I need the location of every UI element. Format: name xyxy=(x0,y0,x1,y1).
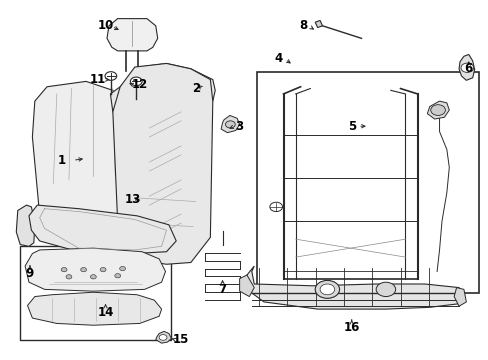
Text: 10: 10 xyxy=(97,19,113,32)
Text: 11: 11 xyxy=(90,73,106,86)
Polygon shape xyxy=(239,275,254,297)
Polygon shape xyxy=(156,331,171,343)
Text: 14: 14 xyxy=(97,306,114,319)
Text: 7: 7 xyxy=(218,283,226,296)
Polygon shape xyxy=(16,205,35,246)
Polygon shape xyxy=(246,266,462,309)
Text: 8: 8 xyxy=(298,19,306,32)
Text: 6: 6 xyxy=(464,62,472,75)
Polygon shape xyxy=(110,63,215,126)
Bar xyxy=(256,72,478,293)
Text: 16: 16 xyxy=(343,320,359,333)
Circle shape xyxy=(375,282,395,297)
Text: 12: 12 xyxy=(131,78,147,91)
Polygon shape xyxy=(107,19,158,51)
Circle shape xyxy=(66,275,72,279)
Text: 2: 2 xyxy=(191,82,200,95)
Circle shape xyxy=(61,267,67,272)
Circle shape xyxy=(225,121,235,128)
Text: 15: 15 xyxy=(173,333,189,346)
Polygon shape xyxy=(315,21,322,28)
Text: 4: 4 xyxy=(274,51,282,64)
Polygon shape xyxy=(453,288,466,306)
Text: 13: 13 xyxy=(124,193,140,206)
Polygon shape xyxy=(221,116,239,133)
Circle shape xyxy=(115,274,121,278)
Circle shape xyxy=(105,72,117,80)
Circle shape xyxy=(90,275,96,279)
Circle shape xyxy=(81,267,86,272)
Bar xyxy=(20,246,171,339)
Polygon shape xyxy=(25,248,165,291)
Circle shape xyxy=(130,77,142,86)
Circle shape xyxy=(315,280,339,298)
Circle shape xyxy=(460,63,473,72)
Circle shape xyxy=(120,266,125,271)
Polygon shape xyxy=(113,63,212,264)
Text: 5: 5 xyxy=(347,120,355,133)
Circle shape xyxy=(320,284,334,295)
Text: 1: 1 xyxy=(58,154,65,167)
Polygon shape xyxy=(32,81,130,255)
Text: 9: 9 xyxy=(26,267,34,280)
Circle shape xyxy=(430,105,445,116)
Polygon shape xyxy=(427,101,448,119)
Circle shape xyxy=(100,267,106,272)
Polygon shape xyxy=(29,205,176,253)
Polygon shape xyxy=(458,54,474,80)
Polygon shape xyxy=(27,292,161,325)
Circle shape xyxy=(159,334,166,340)
Text: 3: 3 xyxy=(235,120,243,133)
Circle shape xyxy=(269,202,282,212)
